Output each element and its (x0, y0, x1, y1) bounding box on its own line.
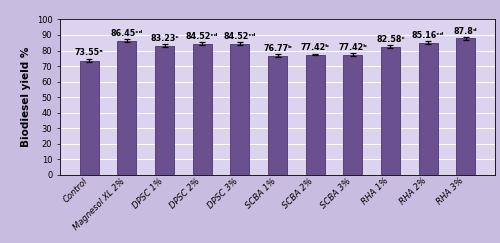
Text: 85.16ᶜᵈ: 85.16ᶜᵈ (412, 31, 444, 40)
Text: 86.45ᶜᵈ: 86.45ᶜᵈ (110, 29, 143, 38)
Text: 77.42ᵇ: 77.42ᵇ (300, 43, 330, 52)
Bar (155, 45, 174, 175)
Text: 77.42ᵇ: 77.42ᵇ (338, 43, 368, 52)
Bar (230, 43, 250, 175)
Bar (306, 55, 324, 175)
Text: 84.52ᶜᵈ: 84.52ᶜᵈ (186, 32, 218, 41)
Text: 76.77ᵇ: 76.77ᵇ (263, 44, 292, 53)
Text: 84.52ᶜᵈ: 84.52ᶜᵈ (224, 32, 256, 41)
Bar (268, 56, 287, 175)
Bar (80, 61, 98, 175)
Text: 87.8ᵈ: 87.8ᵈ (454, 27, 477, 36)
Text: 83.23ᶜ: 83.23ᶜ (150, 34, 179, 43)
Text: 82.58ᶜ: 82.58ᶜ (376, 35, 405, 44)
Text: 73.55ᵃ: 73.55ᵃ (75, 48, 104, 57)
Bar (193, 43, 212, 175)
Bar (381, 46, 400, 175)
Y-axis label: Biodiesel yield %: Biodiesel yield % (21, 47, 31, 148)
Bar (456, 38, 475, 175)
Bar (418, 43, 438, 175)
Bar (118, 41, 137, 175)
Bar (344, 55, 362, 175)
